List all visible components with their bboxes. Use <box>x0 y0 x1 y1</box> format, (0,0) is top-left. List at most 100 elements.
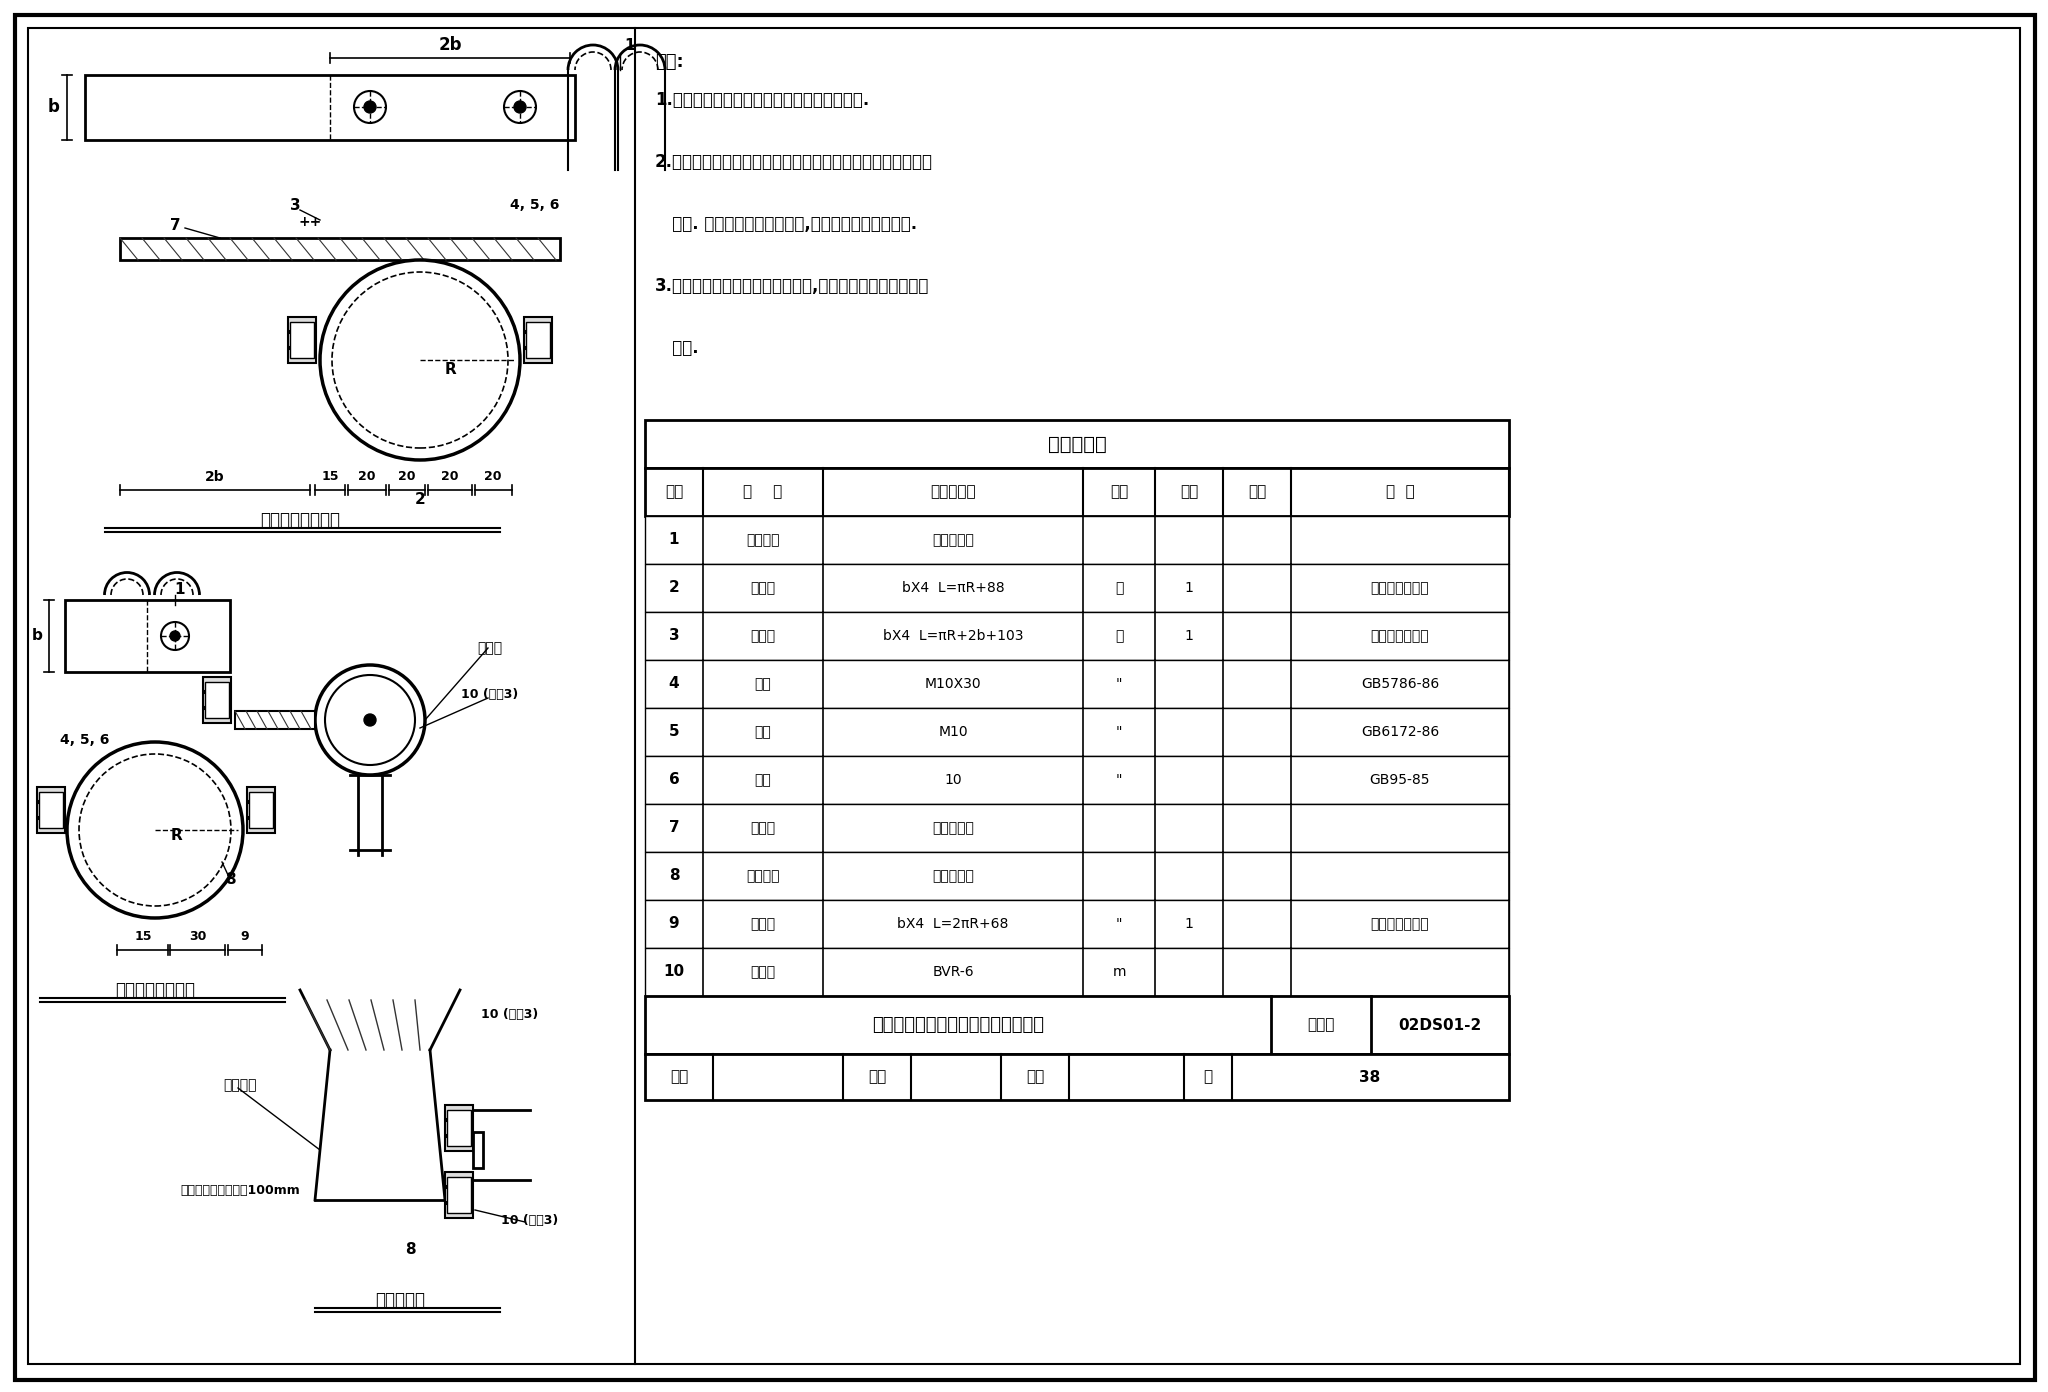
Text: 法兰盘: 法兰盘 <box>477 640 502 656</box>
Text: 1: 1 <box>174 582 184 597</box>
Text: m: m <box>1112 965 1126 979</box>
Text: bX4  L=2πR+68: bX4 L=2πR+68 <box>897 917 1010 931</box>
Bar <box>66 600 229 672</box>
Text: 02DS01-2: 02DS01-2 <box>1399 1018 1481 1033</box>
Circle shape <box>514 102 526 113</box>
Text: 2: 2 <box>414 493 426 508</box>
Text: 20: 20 <box>397 470 416 483</box>
Text: 4, 5, 6: 4, 5, 6 <box>510 198 559 212</box>
Text: 3: 3 <box>289 198 301 213</box>
Text: 接线.: 接线. <box>655 340 698 356</box>
Text: 38: 38 <box>1360 1069 1380 1084</box>
Bar <box>121 238 559 260</box>
Bar <box>444 1105 473 1119</box>
Circle shape <box>326 675 416 766</box>
Bar <box>524 333 553 347</box>
Text: 2b: 2b <box>438 36 461 54</box>
Bar <box>645 564 1509 612</box>
Bar <box>645 709 1509 756</box>
Text: 编号: 编号 <box>666 484 684 500</box>
Text: 30: 30 <box>188 930 207 944</box>
Bar <box>236 711 315 729</box>
Text: 长抱箍: 长抱箍 <box>750 629 776 643</box>
Text: ": " <box>1116 677 1122 690</box>
Text: 螺母: 螺母 <box>754 725 772 739</box>
Bar <box>37 803 66 817</box>
Text: 设备材料表: 设备材料表 <box>1049 434 1106 454</box>
Text: 图集号: 图集号 <box>1307 1018 1335 1033</box>
Bar <box>645 805 1509 852</box>
Bar <box>203 677 231 690</box>
Text: 大管径管道的连接: 大管径管道的连接 <box>260 511 340 529</box>
Text: 单位: 单位 <box>1110 484 1128 500</box>
Text: 2b: 2b <box>205 470 225 484</box>
Text: b: b <box>47 99 59 117</box>
Bar <box>289 317 315 331</box>
Bar <box>248 786 274 800</box>
Bar <box>645 1054 1509 1100</box>
Bar <box>645 852 1509 901</box>
Text: 型号及规格: 型号及规格 <box>930 484 975 500</box>
Text: 个: 个 <box>1114 580 1122 594</box>
Text: 风管咬口: 风管咬口 <box>223 1077 256 1091</box>
Circle shape <box>170 631 180 640</box>
Text: 4: 4 <box>670 677 680 692</box>
Bar <box>524 317 553 331</box>
Text: 见工程设计: 见工程设计 <box>932 533 975 547</box>
Text: 20: 20 <box>483 470 502 483</box>
Circle shape <box>504 90 537 122</box>
Bar <box>444 1187 473 1203</box>
Text: 10: 10 <box>944 773 963 786</box>
Text: 校对: 校对 <box>868 1069 887 1084</box>
Bar <box>645 420 1509 468</box>
Bar <box>291 322 313 358</box>
Text: 3: 3 <box>670 629 680 643</box>
Text: ": " <box>1116 725 1122 739</box>
Text: bX4  L=πR+88: bX4 L=πR+88 <box>901 580 1004 594</box>
Bar <box>444 1121 473 1134</box>
Bar <box>250 792 272 828</box>
Text: R: R <box>172 827 182 842</box>
Bar <box>205 682 229 718</box>
Text: 名    称: 名 称 <box>743 484 782 500</box>
Bar <box>86 75 575 141</box>
Bar <box>446 1109 471 1146</box>
Text: 20: 20 <box>440 470 459 483</box>
Text: GB95-85: GB95-85 <box>1370 773 1430 786</box>
Text: 见工程设计: 见工程设计 <box>932 821 975 835</box>
Text: 1: 1 <box>1184 917 1194 931</box>
Text: 垫圈: 垫圈 <box>754 773 772 786</box>
Text: 联结线: 联结线 <box>750 821 776 835</box>
Text: 7: 7 <box>670 820 680 835</box>
Text: 镀锌扁钢或铜带: 镀锌扁钢或铜带 <box>1370 917 1430 931</box>
Text: 10 (见注3): 10 (见注3) <box>461 689 518 702</box>
Bar <box>524 349 553 363</box>
Bar <box>37 786 66 800</box>
Text: bX4  L=πR+2b+103: bX4 L=πR+2b+103 <box>883 629 1024 643</box>
Text: ": " <box>1116 917 1122 931</box>
Text: 螺栓: 螺栓 <box>754 677 772 690</box>
Circle shape <box>162 622 188 650</box>
Text: R: R <box>444 362 457 377</box>
Text: 2: 2 <box>668 580 680 596</box>
Bar <box>37 818 66 832</box>
Text: 接线鼻子: 接线鼻子 <box>745 869 780 883</box>
Circle shape <box>68 742 244 917</box>
Bar <box>444 1137 473 1151</box>
Text: 页次: 页次 <box>1247 484 1266 500</box>
Text: 设计: 设计 <box>1026 1069 1044 1084</box>
Text: 见工程设计: 见工程设计 <box>932 869 975 883</box>
Text: 10: 10 <box>664 965 684 980</box>
Text: 10 (见注3): 10 (见注3) <box>481 1008 539 1022</box>
Text: 15: 15 <box>135 930 152 944</box>
Text: ": " <box>1116 773 1122 786</box>
Text: 镀锌扁钢或铜带: 镀锌扁钢或铜带 <box>1370 580 1430 594</box>
Bar <box>444 1172 473 1186</box>
Circle shape <box>80 754 231 906</box>
Text: 15: 15 <box>322 470 338 483</box>
Circle shape <box>365 714 377 727</box>
Bar <box>645 901 1509 948</box>
Text: GB6172-86: GB6172-86 <box>1360 725 1440 739</box>
Text: GB5786-86: GB5786-86 <box>1360 677 1440 690</box>
Text: 小管径管道的连接: 小管径管道的连接 <box>115 981 195 999</box>
